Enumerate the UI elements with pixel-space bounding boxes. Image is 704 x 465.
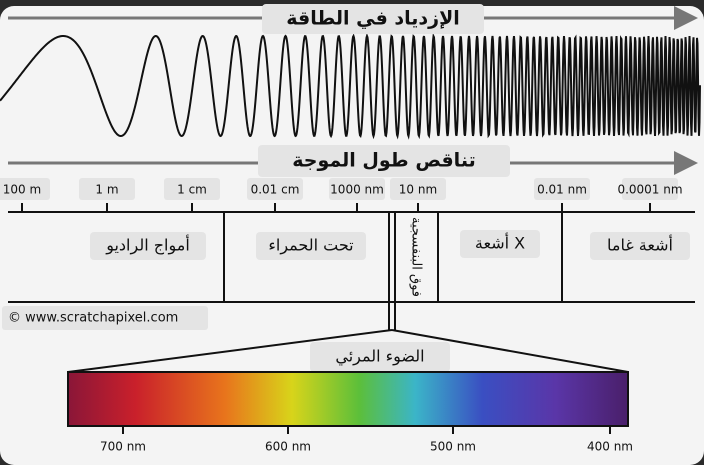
label-box [622,178,678,200]
label-box [258,145,510,177]
tick-label: 10 nm [399,183,437,197]
label-box [390,178,446,200]
tick-label: 700 nm [100,440,146,454]
tick-label: 1 cm [177,183,207,197]
label-box [2,306,208,330]
tick-label: 1000 nm [330,183,384,197]
tick-label: 0.0001 nm [617,183,682,197]
label-box [256,232,366,260]
region-label: تحت الحمراء [268,236,353,256]
label-box [460,230,540,258]
zoom-line [391,329,629,373]
wavelength-scale: 100 m 1 m 1 cm 0.01 cm 1000 nm 10 nm 0.01 nm 0.… [0,178,683,212]
energy-label: الإزدياد في الطاقة [286,8,460,30]
label-box [590,232,690,260]
label-box [247,178,303,200]
wave [0,32,701,140]
label-box [164,178,220,200]
tick-label: 0.01 cm [251,183,300,197]
visible-label: الضوء المرئي [335,347,424,367]
region-label: أشعة X [475,233,525,253]
tick-label: 600 nm [265,440,311,454]
wavelength-label: تناقص طول الموجة [292,150,475,172]
region-label: أشعة غاما [607,235,673,255]
region-label: أمواج الراديو [105,235,190,256]
zoom-line [67,329,393,373]
label-box [310,342,450,372]
region-label: فوق البنفسجية [409,217,424,297]
label-box [0,178,50,200]
visible-scale: 700 nm 600 nm 500 nm 400 nm [100,426,633,454]
tick-label: 500 nm [430,440,476,454]
credit: © www.scratchapixel.com [8,311,178,326]
label-box [90,232,206,260]
visible-spectrum [67,371,629,427]
tick-label: 100 m [3,183,41,197]
label-box [329,178,385,200]
tick-label: 0.01 nm [537,183,587,197]
label-box [262,4,484,34]
tick-label: 1 m [95,183,118,197]
label-box [79,178,135,200]
tick-label: 400 nm [587,440,633,454]
label-box [534,178,590,200]
